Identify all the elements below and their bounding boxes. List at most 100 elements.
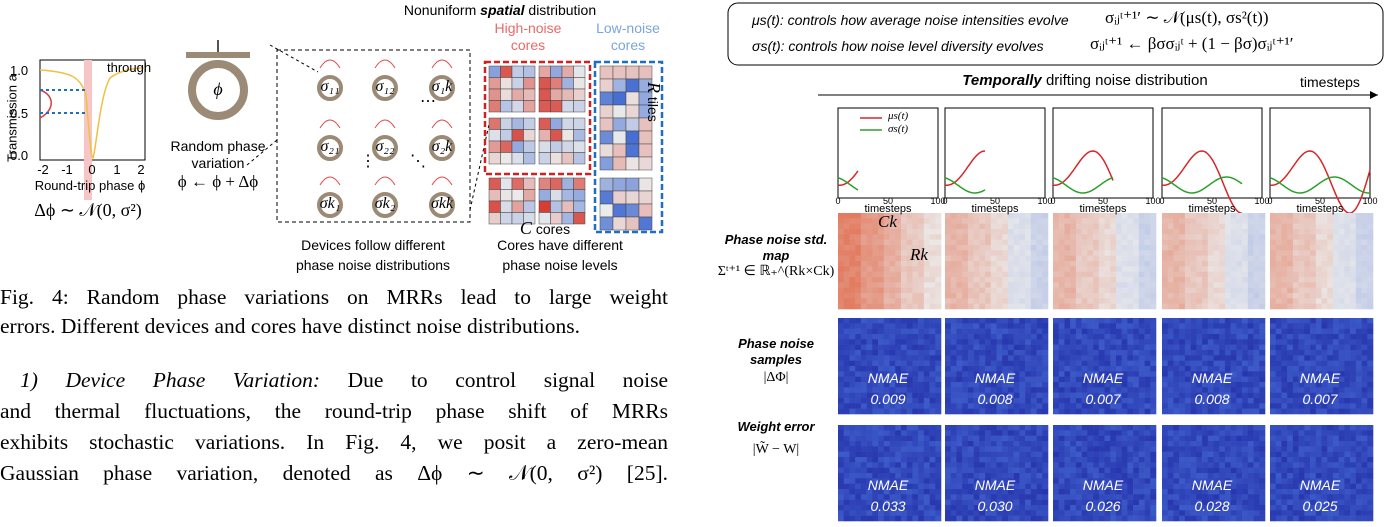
heatmap-cell xyxy=(861,240,867,246)
heatmap-cell xyxy=(1362,430,1368,436)
heatmap-cell xyxy=(951,240,957,246)
heatmap-cell xyxy=(1042,446,1048,452)
heatmap-cell xyxy=(1059,339,1065,345)
heatmap-cell xyxy=(1087,441,1093,447)
heatmap-cell xyxy=(968,484,974,490)
heatmap-cell xyxy=(1304,468,1310,474)
heatmap-cell xyxy=(912,446,918,452)
heatmap-cell xyxy=(1076,452,1082,458)
heatmap-cell xyxy=(1019,468,1025,474)
heatmap-cell xyxy=(1293,323,1299,329)
heatmap-cell xyxy=(1214,218,1220,224)
heatmap-cell xyxy=(1270,234,1276,240)
heatmap-cell xyxy=(1248,377,1254,383)
heatmap-cell xyxy=(855,213,861,219)
heatmap-cell xyxy=(1242,505,1248,511)
heatmap-cell xyxy=(890,234,896,240)
heatmap-cell xyxy=(1002,277,1008,283)
core-cell xyxy=(626,157,639,170)
heatmap-cell xyxy=(1150,339,1156,345)
heatmap-cell xyxy=(1127,484,1133,490)
sigma-curve xyxy=(1270,177,1370,193)
heatmap-cell xyxy=(878,516,884,522)
heatmap-cell xyxy=(1333,282,1339,288)
heatmap-cell xyxy=(1053,382,1059,388)
heatmap-cell xyxy=(1139,377,1145,383)
heatmap-cell xyxy=(1139,425,1145,431)
heatmap-cell xyxy=(1002,272,1008,278)
heatmap-cell xyxy=(1168,387,1174,393)
heatmap-cell xyxy=(1350,393,1356,399)
heatmap-cell xyxy=(912,371,918,377)
heatmap-cell xyxy=(1344,240,1350,246)
heatmap-cell xyxy=(1127,382,1133,388)
heatmap-cell xyxy=(890,355,896,361)
heatmap-cell xyxy=(1162,494,1168,500)
heatmap-cell xyxy=(855,266,861,272)
heatmap-cell xyxy=(1225,224,1231,230)
heatmap-cell xyxy=(1162,478,1168,484)
heatmap-cell xyxy=(1310,452,1316,458)
heatmap-cell xyxy=(1127,355,1133,361)
heatmap-cell xyxy=(1127,500,1133,506)
heatmap-cell xyxy=(918,387,924,393)
heatmap-cell xyxy=(1333,277,1339,283)
heatmap-cell xyxy=(1064,345,1070,351)
heatmap-cell xyxy=(1116,361,1122,367)
core-cell xyxy=(574,89,586,101)
heatmap-cell xyxy=(1070,478,1076,484)
heatmap-cell xyxy=(1093,441,1099,447)
heatmap-cell xyxy=(1208,409,1214,415)
heatmap-cell xyxy=(1281,361,1287,367)
heatmap-cell xyxy=(1254,393,1260,399)
heatmap-cell xyxy=(872,234,878,240)
heatmap-cell xyxy=(861,329,867,335)
heatmap-cell xyxy=(1293,318,1299,324)
core-cell xyxy=(524,178,536,190)
plot-frame xyxy=(1053,108,1153,198)
heatmap-cell xyxy=(849,293,855,299)
heatmap-cell xyxy=(951,489,957,495)
heatmap-cell xyxy=(1287,229,1293,235)
heatmap-cell xyxy=(1276,339,1282,345)
heatmap-cell xyxy=(1087,468,1093,474)
heatmap-cell xyxy=(1236,403,1242,409)
heatmap-cell xyxy=(924,277,930,283)
heatmap-cell xyxy=(974,468,980,474)
heatmap-cell xyxy=(1031,473,1037,479)
heatmap-cell xyxy=(1310,277,1316,283)
heatmap-cell xyxy=(1333,266,1339,272)
heatmap-cell xyxy=(924,288,930,294)
heatmap-cell xyxy=(1179,218,1185,224)
heatmap-cell xyxy=(1053,387,1059,393)
heatmap-cell xyxy=(1219,516,1225,522)
heatmap-cell xyxy=(1281,462,1287,468)
heatmap-cell xyxy=(924,500,930,506)
heatmap-cell xyxy=(1002,446,1008,452)
heatmap-cell xyxy=(974,409,980,415)
heatmap-cell xyxy=(912,218,918,224)
heatmap-cell xyxy=(867,361,873,367)
heatmap-cell xyxy=(968,377,974,383)
heatmap-cell xyxy=(1350,293,1356,299)
heatmap-cell xyxy=(945,240,951,246)
heatmap-cell xyxy=(1333,224,1339,230)
heatmap-cell xyxy=(1259,430,1265,436)
heatmap-cell xyxy=(1231,436,1237,442)
heatmap-cell xyxy=(1168,240,1174,246)
heatmap-cell xyxy=(1179,494,1185,500)
core-cell xyxy=(489,201,501,213)
heatmap-cell xyxy=(1173,505,1179,511)
heatmap-cell xyxy=(901,272,907,278)
plot-frame xyxy=(40,60,145,160)
heatmap-cell xyxy=(1344,350,1350,356)
heatmap-cell xyxy=(1145,229,1151,235)
heatmap-cell xyxy=(849,350,855,356)
heatmap-cell xyxy=(1122,288,1128,294)
heatmap-cell xyxy=(1093,224,1099,230)
heatmap-cell xyxy=(1053,272,1059,278)
heatmap-cell xyxy=(951,505,957,511)
heatmap-cell xyxy=(1281,282,1287,288)
heatmap-cell xyxy=(1076,339,1082,345)
heatmap-cell xyxy=(1053,462,1059,468)
